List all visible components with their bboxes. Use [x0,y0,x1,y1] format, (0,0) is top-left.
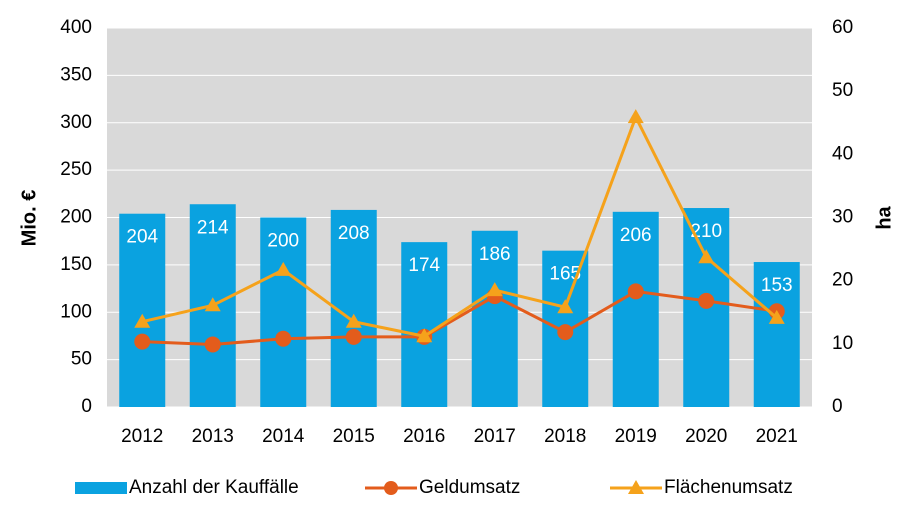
x-tick-label: 2019 [615,426,657,447]
line [142,289,777,346]
marker [557,299,574,314]
x-tick-label: 2021 [756,426,798,447]
marker [486,282,503,297]
y-tick-label: 250 [60,159,92,180]
marker [134,313,151,328]
x-tick-label: 2013 [192,426,234,447]
data-label: 204 [126,227,158,248]
marker [275,330,292,347]
data-label: 208 [338,223,370,244]
marker [134,333,151,350]
legend-label: Flächenumsatz [664,477,793,498]
y2-tick-label: 50 [832,80,853,101]
y-tick-label: 50 [71,349,92,370]
y-tick-label: 100 [60,301,92,322]
y-tick-label: 0 [81,396,92,417]
marker [204,336,221,353]
y-tick-label: 400 [60,17,92,38]
bar [612,211,659,407]
data-label: 165 [549,264,581,285]
x-tick-label: 2018 [544,426,586,447]
y2-tick-label: 0 [832,396,843,417]
marker [698,249,715,264]
x-tick-label: 2017 [474,426,516,447]
y2-axis-title: ha [873,205,895,229]
data-label: 153 [761,275,793,296]
legend-label: Anzahl der Kauffälle [129,477,299,498]
y-tick-label: 200 [60,207,92,228]
marker [768,309,785,324]
y-tick-label: 300 [60,112,92,133]
x-tick-label: 2016 [403,426,445,447]
legend-marker [384,481,398,495]
data-label: 200 [267,231,299,252]
legend-swatch [75,482,127,494]
y2-tick-label: 20 [832,270,853,291]
y-tick-label: 350 [60,64,92,85]
marker [627,109,644,124]
marker [416,328,433,343]
line [141,113,778,338]
x-tick-label: 2015 [333,426,375,447]
marker [627,283,644,300]
data-label: 174 [408,255,440,276]
data-label: 214 [197,217,229,238]
data-label: 206 [620,225,652,246]
data-label: 186 [479,244,511,265]
marker [204,297,221,312]
x-tick-label: 2012 [121,426,163,447]
y2-tick-label: 40 [832,143,853,164]
bar [753,262,800,407]
y2-tick-label: 10 [832,333,853,354]
y-tick-label: 150 [60,254,92,275]
marker [345,313,362,328]
marker [557,324,574,341]
marker [275,261,292,276]
bar [119,213,166,407]
legend-marker [628,480,644,494]
bar [471,230,518,407]
x-tick-label: 2020 [685,426,727,447]
x-tick-label: 2014 [262,426,305,447]
y2-tick-label: 60 [832,17,853,38]
marker [698,292,715,309]
marker [345,328,362,345]
bar [260,217,307,407]
y2-tick-label: 30 [832,207,853,228]
y-axis-title: Mio. € [18,190,40,247]
data-label: 210 [690,221,722,242]
legend-label: Geldumsatz [419,477,520,498]
bar [330,209,377,407]
